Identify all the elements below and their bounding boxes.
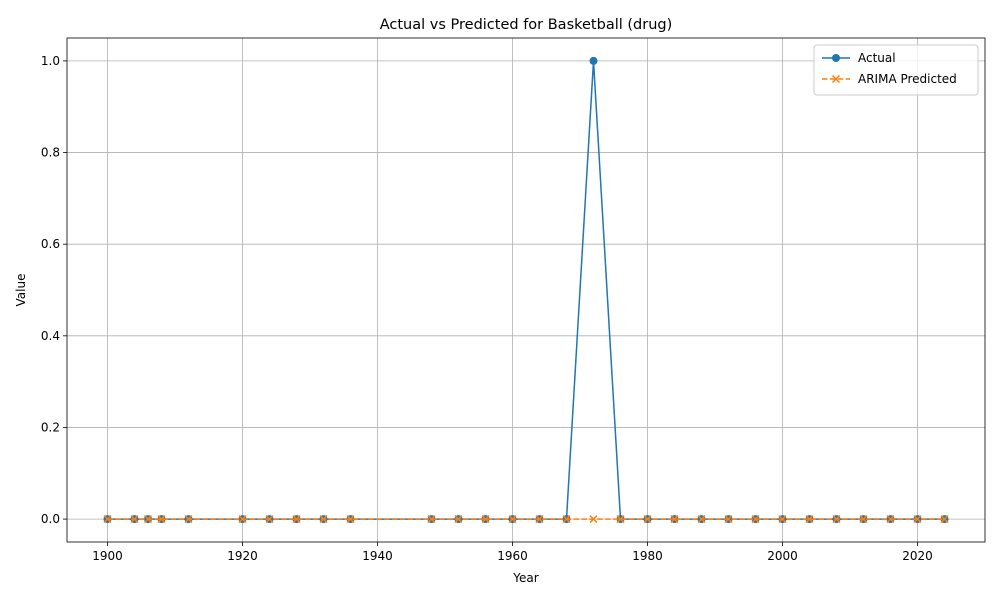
- y-tick-label-0: 0.0: [41, 512, 60, 526]
- x-tick-label-3: 1960: [497, 549, 528, 563]
- legend: Actual ARIMA Predicted: [813, 44, 979, 96]
- x-axis-title: Year: [512, 571, 538, 585]
- y-tick-label-3: 0.6: [41, 237, 60, 251]
- predicted-point: [143, 515, 153, 524]
- predicted-point: [859, 515, 868, 524]
- predicted-point: [292, 515, 301, 524]
- predicted-point: [265, 515, 274, 524]
- predicted-point: [103, 515, 112, 524]
- predicted-point: [481, 515, 490, 524]
- predicted-point: [427, 515, 436, 524]
- legend-box: [813, 44, 979, 96]
- predicted-point: [238, 515, 247, 524]
- predicted-point: [805, 515, 814, 524]
- predicted-point: [670, 515, 679, 524]
- legend-marker-x: [831, 74, 841, 84]
- chart-title: Actual vs Predicted for Basketball (drug…: [380, 17, 673, 33]
- predicted-point: [724, 515, 733, 524]
- x-tick-label-6: 2020: [902, 549, 933, 563]
- series-line-actual: [107, 60, 945, 520]
- predicted-point: [535, 515, 544, 524]
- predicted-point: [184, 515, 193, 524]
- predicted-point: [157, 515, 166, 524]
- predicted-point: [562, 515, 571, 524]
- predicted-point: [454, 515, 463, 524]
- x-tick-label-1: 1920: [227, 549, 258, 563]
- x-tick-label-2: 1940: [362, 549, 393, 563]
- x-tick-label-4: 1980: [632, 549, 663, 563]
- predicted-point: [346, 515, 355, 524]
- plot-frame: [66, 37, 986, 543]
- predicted-point: [508, 515, 517, 524]
- predicted-point: [319, 515, 328, 524]
- actual-point: [589, 56, 598, 65]
- legend-label-0: Actual: [858, 51, 896, 65]
- predicted-point: [913, 515, 922, 524]
- y-tick-label-1: 0.2: [41, 420, 60, 434]
- predicted-point: [832, 515, 841, 524]
- predicted-point: [778, 515, 787, 524]
- predicted-point: [751, 515, 760, 524]
- predicted-point: [589, 515, 598, 524]
- y-tick-label-5: 1.0: [41, 54, 60, 68]
- y-tick-label-4: 0.8: [41, 146, 60, 160]
- predicted-point: [697, 515, 706, 524]
- predicted-point: [940, 515, 949, 524]
- predicted-point: [886, 515, 895, 524]
- y-tick-label-2: 0.4: [41, 329, 60, 343]
- y-axis-title: Value: [14, 274, 28, 307]
- legend-label-1: ARIMA Predicted: [858, 72, 957, 86]
- legend-marker-circle: [832, 54, 840, 62]
- predicted-point: [643, 515, 652, 524]
- predicted-point: [616, 515, 625, 524]
- x-tick-label-0: 1900: [92, 549, 123, 563]
- x-tick-label-5: 2000: [767, 549, 798, 563]
- predicted-point: [130, 515, 139, 524]
